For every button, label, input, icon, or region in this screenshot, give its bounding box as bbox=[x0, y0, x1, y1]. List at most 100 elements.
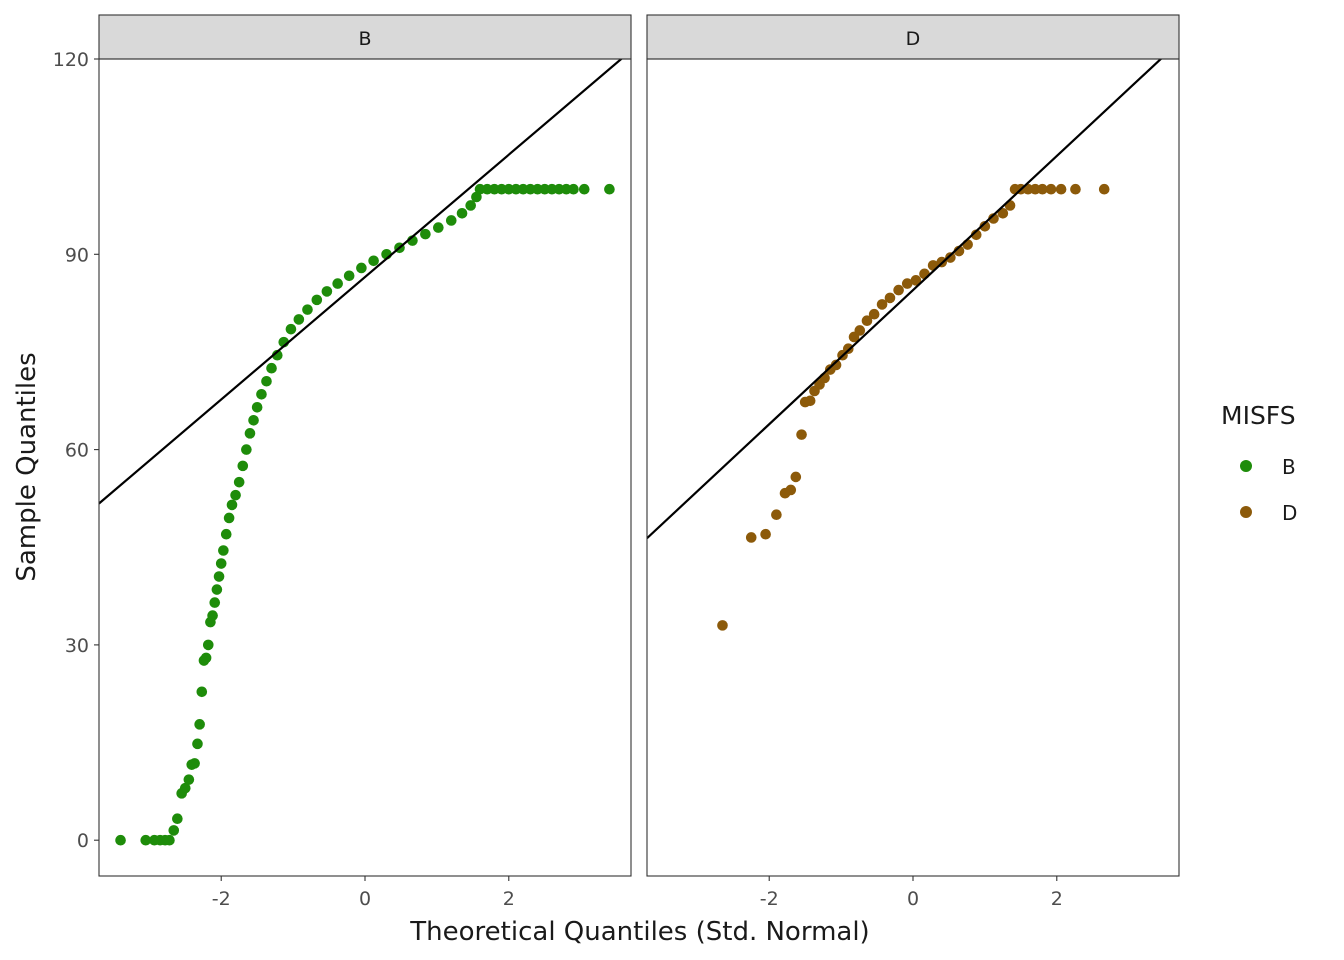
data-point bbox=[1037, 183, 1048, 195]
facet-panels: B -2 0 2 0 30 60 90 120 D -2 0 2 bbox=[53, 14, 1180, 910]
data-point bbox=[209, 597, 221, 608]
data-point bbox=[717, 620, 728, 631]
data-point bbox=[215, 558, 227, 569]
points-layer bbox=[115, 183, 615, 846]
data-point bbox=[261, 375, 272, 387]
data-point bbox=[910, 275, 922, 286]
y-axis-title: Sample Quantiles bbox=[12, 352, 42, 581]
data-point bbox=[285, 323, 297, 335]
x-tick-label: -2 bbox=[760, 888, 779, 910]
facet-strip-label: B bbox=[358, 28, 371, 50]
data-point bbox=[218, 545, 229, 556]
data-point bbox=[884, 292, 896, 304]
data-point bbox=[997, 207, 1009, 219]
data-point bbox=[804, 395, 816, 407]
data-point bbox=[202, 639, 214, 651]
data-point bbox=[311, 294, 323, 306]
panel-d: D -2 0 2 bbox=[646, 14, 1180, 910]
data-point bbox=[433, 222, 444, 233]
data-point bbox=[179, 782, 191, 794]
data-point bbox=[785, 484, 797, 496]
data-point bbox=[189, 758, 200, 769]
data-point bbox=[244, 428, 256, 439]
data-point bbox=[183, 774, 195, 785]
data-point bbox=[861, 315, 873, 327]
facet-strip bbox=[646, 14, 1180, 60]
data-point bbox=[901, 278, 913, 289]
legend-key bbox=[1240, 506, 1252, 518]
y-tick-label: 0 bbox=[77, 830, 89, 852]
panel-b: B -2 0 2 0 30 60 90 120 bbox=[53, 14, 632, 910]
data-point bbox=[200, 652, 212, 664]
data-point bbox=[115, 834, 126, 846]
data-point bbox=[256, 388, 267, 400]
data-point bbox=[568, 183, 579, 195]
data-point bbox=[445, 215, 457, 226]
data-point bbox=[578, 183, 590, 195]
data-point bbox=[420, 228, 431, 240]
data-point bbox=[230, 489, 241, 501]
data-point bbox=[168, 825, 180, 836]
legend: MISFS BD bbox=[1221, 401, 1297, 525]
legend-label: D bbox=[1282, 501, 1297, 525]
data-point bbox=[213, 571, 225, 582]
data-point bbox=[220, 528, 232, 540]
data-point bbox=[368, 255, 379, 267]
facet-strip bbox=[98, 14, 632, 60]
data-point bbox=[842, 343, 854, 354]
y-tick-label: 60 bbox=[65, 440, 89, 462]
data-point bbox=[251, 401, 263, 413]
y-tick-label: 30 bbox=[65, 635, 89, 657]
data-point bbox=[293, 314, 305, 325]
data-point bbox=[194, 719, 205, 730]
data-point bbox=[233, 476, 245, 488]
data-point bbox=[321, 286, 333, 297]
data-point bbox=[266, 362, 277, 374]
x-tick-label: 2 bbox=[503, 888, 515, 910]
points-layer bbox=[717, 183, 1110, 631]
data-point bbox=[945, 252, 956, 263]
data-point bbox=[876, 299, 888, 310]
data-point bbox=[745, 532, 757, 543]
data-point bbox=[919, 268, 930, 280]
data-point bbox=[854, 325, 866, 336]
legend-label: B bbox=[1282, 455, 1296, 479]
data-point bbox=[356, 262, 367, 274]
data-point bbox=[1070, 183, 1081, 195]
x-tick-label: 0 bbox=[907, 888, 919, 910]
data-point bbox=[604, 183, 615, 195]
x-tick-label: 0 bbox=[359, 888, 371, 910]
data-point bbox=[893, 284, 904, 296]
data-point bbox=[962, 239, 973, 250]
data-point bbox=[760, 528, 771, 540]
panel-border bbox=[646, 58, 1180, 877]
data-point bbox=[196, 686, 208, 698]
reference-line bbox=[647, 59, 1163, 540]
y-tick-label: 120 bbox=[53, 49, 89, 71]
data-point bbox=[988, 213, 999, 224]
data-point bbox=[332, 278, 343, 289]
data-point bbox=[207, 610, 218, 621]
y-tick-label: 90 bbox=[65, 244, 89, 266]
panel-border bbox=[98, 58, 632, 877]
data-point bbox=[241, 444, 252, 455]
facet-strip-label: D bbox=[906, 28, 921, 50]
x-tick-label: 2 bbox=[1051, 888, 1063, 910]
x-tick-label: -2 bbox=[212, 888, 231, 910]
data-point bbox=[868, 308, 880, 320]
data-point bbox=[796, 429, 807, 440]
data-point bbox=[790, 471, 802, 483]
data-point bbox=[237, 460, 249, 472]
data-point bbox=[223, 512, 235, 524]
data-point bbox=[248, 415, 259, 426]
data-point bbox=[1045, 183, 1057, 195]
legend-key bbox=[1240, 460, 1252, 472]
data-point bbox=[140, 834, 152, 846]
data-point bbox=[211, 584, 223, 595]
legend-title: MISFS bbox=[1221, 401, 1296, 430]
data-point bbox=[1098, 183, 1110, 195]
x-axis-title: Theoretical Quantiles (Std. Normal) bbox=[409, 917, 869, 947]
data-point bbox=[456, 207, 468, 219]
data-point bbox=[164, 834, 175, 846]
